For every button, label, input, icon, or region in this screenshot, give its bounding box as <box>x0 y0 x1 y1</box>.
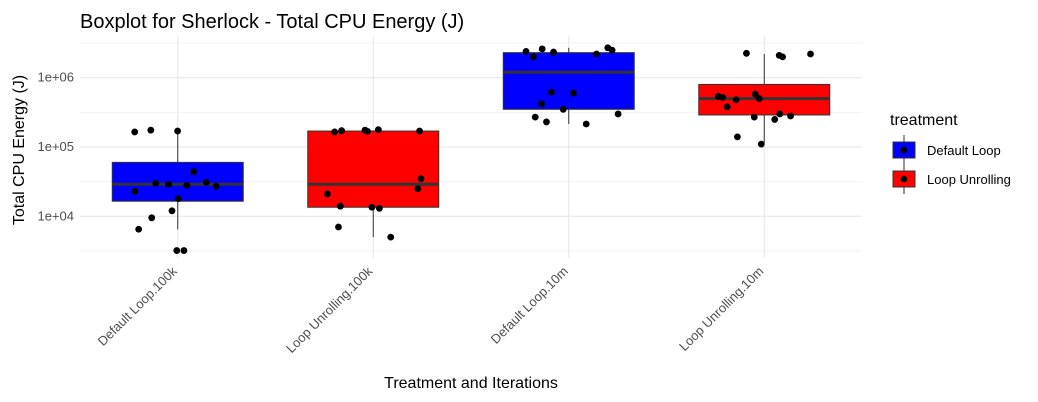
data-point <box>538 45 546 53</box>
data-point <box>732 96 740 104</box>
boxes <box>111 47 831 238</box>
box <box>111 161 244 202</box>
legend-entry: Default Loop <box>892 135 1001 165</box>
legend: treatment Default Loop Loop Unrolling <box>890 112 1011 194</box>
data-point <box>559 105 567 113</box>
data-point <box>776 110 784 118</box>
grid <box>80 36 862 258</box>
data-point <box>750 113 758 121</box>
data-point <box>787 112 794 120</box>
data-point <box>414 185 422 193</box>
data-point <box>173 247 181 254</box>
data-point <box>180 247 188 254</box>
data-point <box>131 128 139 136</box>
data-point <box>723 103 731 111</box>
data-point <box>374 126 382 134</box>
data-point <box>751 90 759 98</box>
data-point <box>135 225 143 233</box>
y-tick-label: 1e+05 <box>37 139 74 154</box>
data-point <box>165 180 173 188</box>
data-point <box>755 95 763 102</box>
legend-entry: Loop Unrolling <box>892 164 1011 194</box>
data-point <box>174 195 182 202</box>
chart-title: Boxplot for Sherlock - Total CPU Energy … <box>80 11 464 33</box>
data-point <box>190 168 198 176</box>
y-tick-label: 1e+04 <box>37 208 74 223</box>
data-point <box>530 53 537 61</box>
data-point <box>375 204 383 212</box>
data-point <box>168 207 176 215</box>
data-point <box>152 179 160 187</box>
legend-label: Default Loop <box>927 143 1001 158</box>
data-point <box>548 88 555 96</box>
data-point <box>338 127 346 135</box>
data-point <box>593 50 600 58</box>
data-point <box>416 127 423 135</box>
data-point <box>336 202 344 210</box>
data-point <box>775 51 783 59</box>
data-point <box>417 175 425 182</box>
data-point <box>361 126 369 134</box>
data-point <box>734 133 741 141</box>
data-point <box>368 203 376 211</box>
data-point <box>174 127 182 135</box>
y-axis-ticks: 1e+04 1e+05 1e+06 <box>37 70 74 224</box>
data-point <box>324 190 331 198</box>
legend-title: treatment <box>890 112 958 129</box>
x-tick-label: Loop Unrolling.100k <box>283 263 376 356</box>
data-point <box>570 89 577 97</box>
data-point <box>531 113 539 121</box>
data-point <box>148 214 156 222</box>
x-axis-ticks: Default Loop.100k Loop Unrolling.100k Defa… <box>95 263 767 356</box>
x-tick-label: Loop Unrolling.10m <box>676 264 766 354</box>
data-point <box>550 48 557 56</box>
legend-point <box>900 175 908 183</box>
points <box>131 44 814 254</box>
data-point <box>212 182 220 190</box>
data-point <box>202 178 210 186</box>
data-point <box>807 50 814 58</box>
y-tick-label: 1e+06 <box>37 70 74 85</box>
data-point <box>543 118 550 126</box>
x-tick-label: Default Loop.100k <box>95 263 181 349</box>
data-point <box>714 92 722 100</box>
data-point <box>538 100 545 108</box>
data-point <box>522 47 530 55</box>
data-point <box>771 116 779 123</box>
data-point <box>614 110 622 118</box>
data-point <box>131 187 139 195</box>
data-point <box>387 233 395 241</box>
legend-point <box>900 146 908 154</box>
data-point <box>582 120 590 128</box>
data-point <box>604 44 612 52</box>
box <box>502 52 635 110</box>
x-tick-label: Default Loop.10m <box>488 264 571 347</box>
data-point <box>335 223 342 231</box>
x-axis-title: Treatment and Iterations <box>384 375 558 392</box>
data-point <box>183 181 191 189</box>
data-point <box>743 49 750 57</box>
data-point <box>331 128 339 136</box>
y-axis-title: Total CPU Energy (J) <box>11 75 28 225</box>
data-point <box>147 126 155 134</box>
legend-label: Loop Unrolling <box>927 172 1011 187</box>
data-point <box>757 140 765 148</box>
